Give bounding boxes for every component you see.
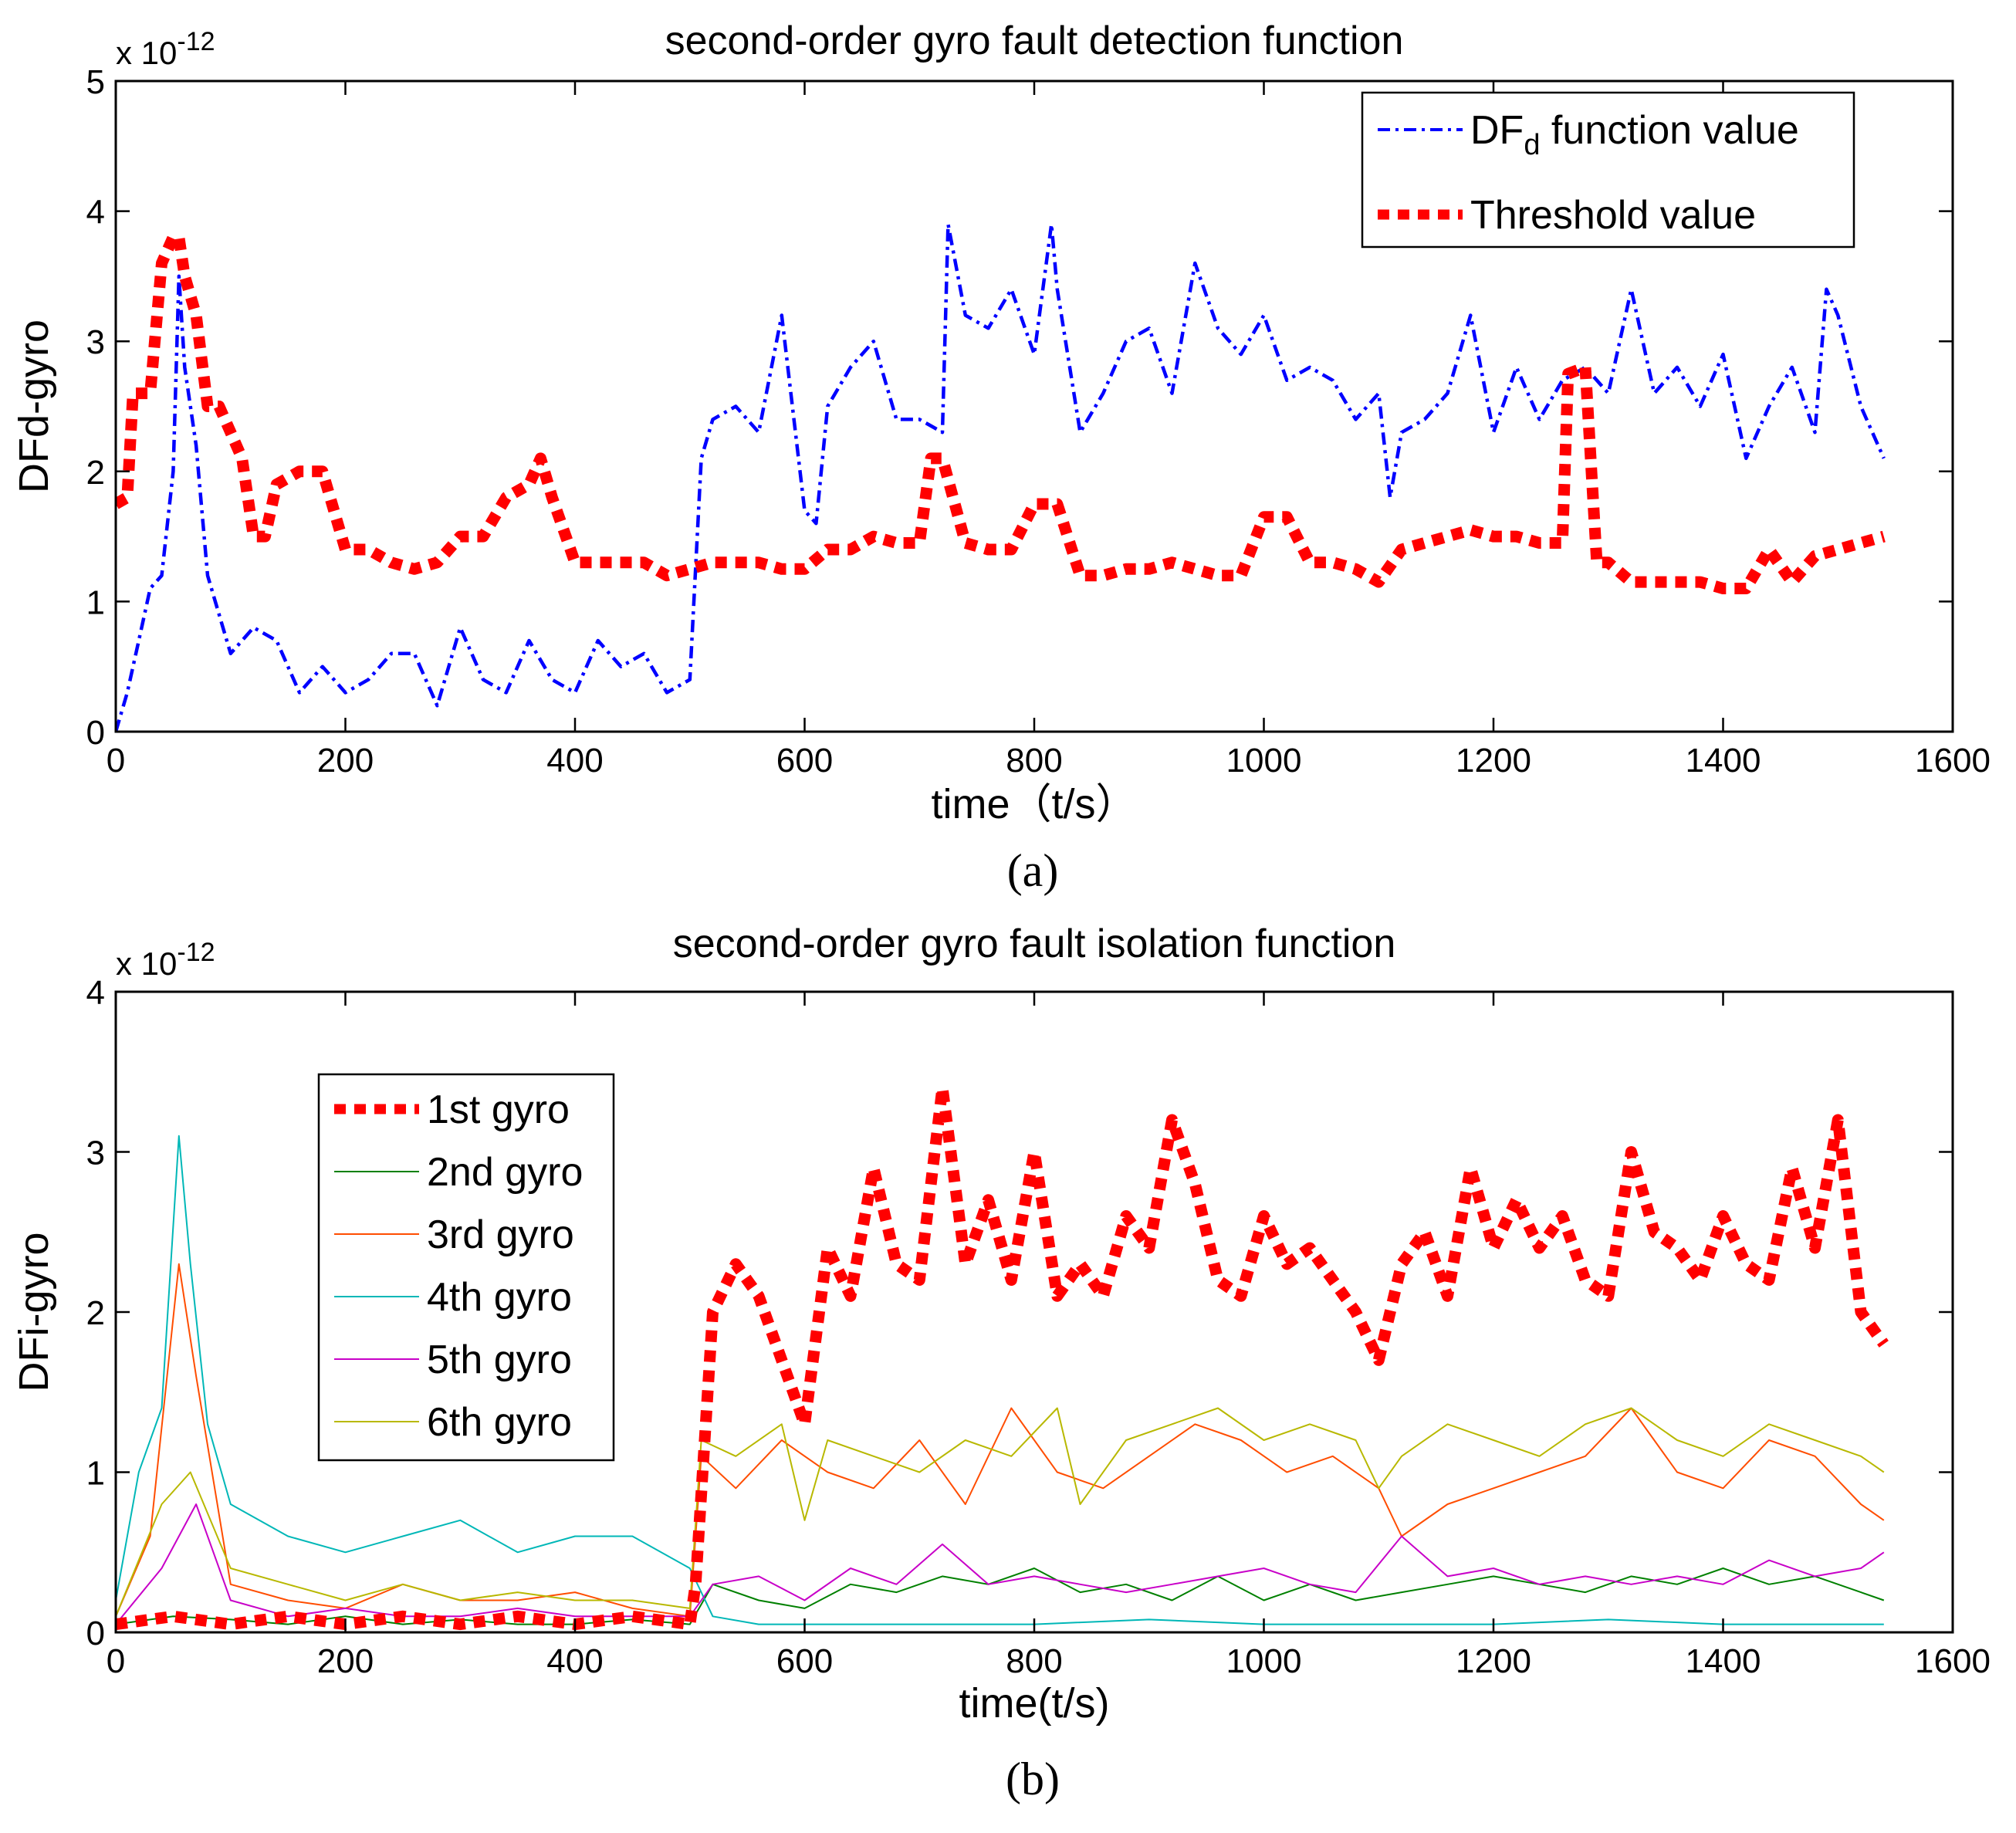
x-tick-label: 400	[546, 1642, 603, 1680]
chart-panel-a: second-order gyro fault detection functi…	[11, 19, 1991, 896]
legend-label: 6th gyro	[427, 1400, 572, 1445]
exponent-power: -12	[177, 27, 215, 56]
y-tick-label: 4	[86, 194, 105, 232]
x-tick-label: 200	[317, 1642, 374, 1680]
x-axis-label: time（t/s）	[931, 781, 1137, 827]
legend-suffix: function value	[1540, 108, 1798, 153]
chart-panel-b: second-order gyro fault isolation functi…	[11, 922, 1991, 1804]
x-tick-label: 1200	[1456, 1642, 1531, 1680]
x-tick-label: 600	[776, 742, 833, 780]
x-tick-label: 1200	[1456, 742, 1531, 780]
x-tick-label: 1400	[1686, 1642, 1761, 1680]
series-line-3	[116, 1263, 1885, 1618]
legend-box	[1361, 91, 1855, 249]
x-tick-label: 1000	[1226, 742, 1302, 780]
legend-label: Threshold value	[1470, 193, 1756, 238]
series-group	[116, 222, 1886, 732]
y-tick-label: 2	[86, 1294, 105, 1332]
x-axis-label: time(t/s)	[959, 1680, 1110, 1726]
x-tick-label: 0	[107, 1642, 125, 1680]
legend-subscript: d	[1524, 129, 1540, 161]
y-tick-label: 2	[86, 454, 105, 492]
chart-title: second-order gyro fault isolation functi…	[673, 922, 1396, 966]
series-line-1	[116, 1082, 1889, 1631]
x-tick-label: 800	[1006, 742, 1062, 780]
exponent-label: x 10-12	[116, 27, 215, 71]
x-tick-label: 1000	[1226, 1642, 1302, 1680]
y-axis-label: DFd-gyro	[11, 320, 57, 493]
series-line-5	[116, 1503, 1885, 1625]
x-tick-label: 1400	[1686, 742, 1761, 780]
y-tick-label: 3	[86, 323, 105, 361]
exponent-label: x 10-12	[116, 938, 215, 982]
y-tick-label: 5	[86, 63, 105, 101]
series-line-4	[116, 1135, 1884, 1625]
legend-label: 1st gyro	[427, 1087, 570, 1132]
series-line-6	[116, 1407, 1885, 1617]
series-line-1	[116, 222, 1886, 732]
x-tick-label: 1600	[1915, 742, 1991, 780]
legend: DFd function value Threshold value	[1361, 91, 1855, 249]
x-tick-label: 600	[776, 1642, 833, 1680]
y-axis-label: DFi-gyro	[11, 1232, 57, 1392]
x-tick-label: 0	[107, 742, 125, 780]
legend: 1st gyro 2nd gyro 3rd gyro 4th gyro 5th gyro…	[317, 1073, 615, 1462]
y-tick-label: 3	[86, 1135, 105, 1172]
chart-title: second-order gyro fault detection functi…	[665, 19, 1404, 63]
y-tick-label: 0	[86, 714, 105, 752]
legend-label: 4th gyro	[427, 1275, 572, 1320]
y-tick-label: 1	[86, 583, 105, 621]
panel-caption: (b)	[1006, 1754, 1060, 1804]
y-tick-label: 1	[86, 1455, 105, 1493]
panel-caption: (a)	[1007, 845, 1059, 896]
y-tick-label: 4	[86, 974, 105, 1012]
x-tick-label: 200	[317, 742, 374, 780]
exponent-power: -12	[177, 938, 215, 967]
y-tick-label: 0	[86, 1615, 105, 1652]
x-tick-label: 400	[546, 742, 603, 780]
x-tick-label: 1600	[1915, 1642, 1991, 1680]
series-group	[116, 1082, 1889, 1631]
series-line-2	[116, 231, 1886, 594]
legend-label: 2nd gyro	[427, 1150, 583, 1195]
x-tick-label: 800	[1006, 1642, 1062, 1680]
legend-label: 5th gyro	[427, 1338, 572, 1382]
legend-label: 3rd gyro	[427, 1212, 574, 1257]
legend-label: DFd function value	[1470, 108, 1799, 161]
legend-box	[317, 1073, 615, 1462]
